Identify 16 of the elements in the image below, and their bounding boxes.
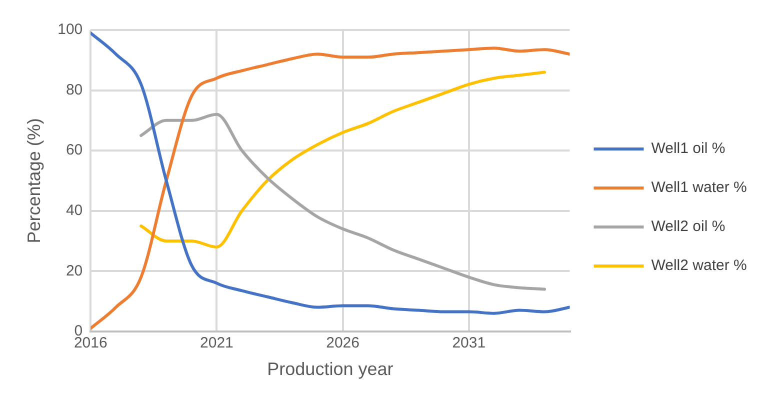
legend-label: Well1 oil % — [651, 140, 726, 158]
legend-label: Well1 water % — [651, 179, 747, 196]
y-tick-label: 60 — [66, 142, 83, 159]
x-axis-title: Production year — [267, 359, 394, 380]
x-tick-label: 2021 — [200, 334, 234, 352]
y-tick-label: 40 — [66, 202, 83, 219]
line-series — [140, 112, 546, 291]
line-series — [140, 70, 546, 249]
legend-label: Well2 oil % — [651, 218, 726, 236]
x-tick-label: 2031 — [452, 334, 486, 352]
y-axis-title: Percentage (%) — [24, 118, 44, 244]
x-tick-label: 2026 — [326, 334, 360, 352]
legend-label: Well2 water % — [651, 257, 747, 274]
y-tick-label: 20 — [66, 262, 83, 280]
y-tick-label: 80 — [66, 81, 83, 98]
y-tick-label: 100 — [58, 21, 83, 38]
